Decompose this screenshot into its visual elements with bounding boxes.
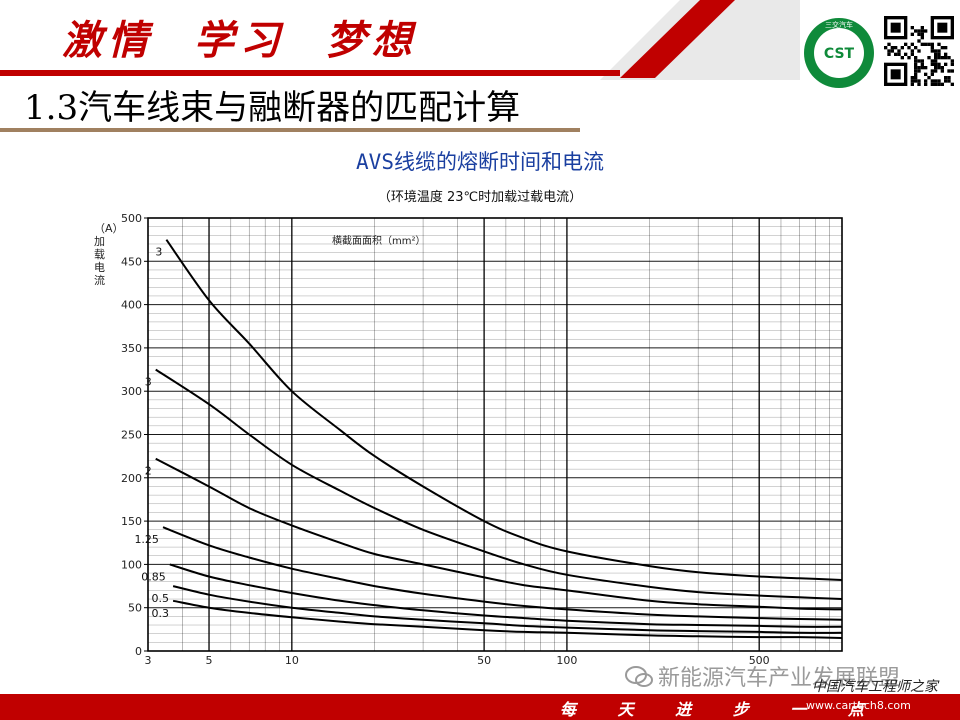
y-tick-label: 250: [121, 429, 142, 442]
x-tick-label: 5: [206, 654, 213, 667]
series-line-0_3-6: [172, 599, 843, 639]
footer-stripe: [0, 694, 960, 720]
series-label: 2: [145, 465, 152, 478]
series-line-0_5-5: [172, 585, 843, 634]
chart-subtitle: （环境温度 23℃时加载过载电流）: [377, 190, 583, 205]
series-label: 1.25: [134, 533, 159, 546]
series-label: 3: [145, 376, 152, 389]
y-tick-label: 350: [121, 342, 142, 355]
series-label: 0.85: [141, 570, 166, 583]
x-tick-label: 50: [477, 654, 491, 667]
header-band: [0, 0, 960, 78]
x-tick-label: 3: [145, 654, 152, 667]
section-title: 1.3汽车线束与融断器的匹配计算: [24, 88, 521, 128]
x-tick-label: 500: [749, 654, 770, 667]
series-line-2-2: [155, 457, 843, 611]
footer-slogan: 每 天 进 步 一 点: [560, 700, 882, 719]
site-name: 中国汽车工程师之家: [812, 679, 938, 695]
series-line-1_25-3: [162, 526, 843, 621]
title-underline: [0, 128, 580, 132]
y-tick-label: 400: [121, 299, 142, 312]
cst-logo: CST 三交汽车: [804, 18, 874, 88]
wechat-icon: [625, 666, 653, 687]
y-tick-label: 50: [128, 602, 142, 615]
y-tick-label: 100: [121, 558, 142, 571]
site-url: www.cartech8.com: [806, 699, 911, 712]
y-tick-label: 500: [121, 212, 142, 225]
header-red-stripe: [0, 70, 620, 76]
y-tick-label: 200: [121, 472, 142, 485]
series-line-3-1: [155, 368, 843, 600]
qr-code-icon: [884, 16, 954, 86]
watermark-text: 新能源汽车产业发展联盟: [658, 666, 901, 691]
y-tick-label: 300: [121, 385, 142, 398]
series-label: 3: [155, 246, 162, 259]
header-decoration: [600, 0, 800, 80]
y-tick-label: 0: [135, 645, 142, 658]
y-tick-label: 150: [121, 515, 142, 528]
y-tick-label: 450: [121, 255, 142, 268]
series-label: 0.3: [152, 607, 170, 620]
slogan: 激情 学习 梦想: [62, 17, 418, 64]
x-tick-label: 100: [556, 654, 577, 667]
x-tick-label: 10: [285, 654, 299, 667]
fuse-chart: 0 50 100 150 200 250 300 350 400 450 500 3 5 10 50 100 5…: [121, 212, 843, 667]
series-line-0_85-4: [169, 563, 843, 628]
series-label: 0.5: [152, 592, 170, 605]
logo-ring-text: 三交汽车: [825, 20, 853, 29]
chart-title: AVS线缆的熔断时间和电流: [356, 150, 604, 174]
logo-text: CST: [824, 46, 855, 62]
series-line-3-0: [165, 239, 843, 581]
y-axis-label-text: 加载电流: [94, 235, 105, 287]
legend-title: 横截面面积（mm²）: [332, 234, 426, 247]
